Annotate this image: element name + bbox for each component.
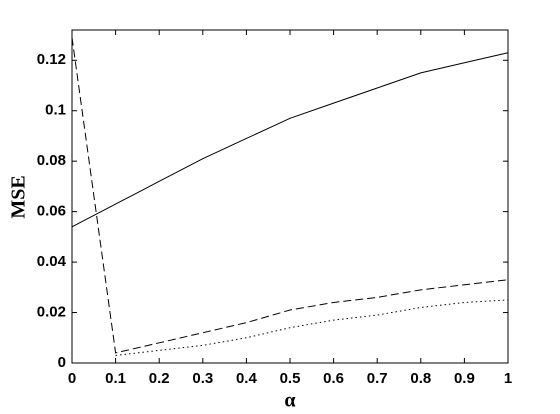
x-tick-label: 0.3	[192, 370, 213, 387]
y-tick-label: 0.08	[37, 152, 66, 169]
y-axis-label: MSE	[8, 175, 30, 218]
x-tick-label: 0.9	[454, 370, 475, 387]
x-axis-label: α	[284, 390, 295, 412]
y-tick-label: 0.02	[37, 304, 66, 321]
x-tick-label: 1	[504, 370, 512, 387]
x-tick-label: 0.5	[280, 370, 301, 387]
y-tick-label: 0	[58, 354, 66, 371]
x-tick-label: 0.7	[367, 370, 388, 387]
x-tick-label: 0	[68, 370, 76, 387]
y-tick-label: 0.1	[45, 102, 66, 119]
y-tick-label: 0.12	[37, 51, 66, 68]
x-tick-label: 0.1	[105, 370, 126, 387]
data-line	[71, 52, 509, 228]
y-tick-label: 0.06	[37, 203, 66, 220]
y-tick-label: 0.04	[37, 253, 67, 270]
data-line	[71, 37, 509, 354]
x-tick-label: 0.4	[236, 370, 258, 387]
x-tick-label: 0.2	[149, 370, 170, 387]
x-tick-label: 0.6	[323, 370, 344, 387]
x-tick-label: 0.8	[410, 370, 431, 387]
data-line	[115, 299, 509, 356]
plot-area	[71, 29, 509, 364]
